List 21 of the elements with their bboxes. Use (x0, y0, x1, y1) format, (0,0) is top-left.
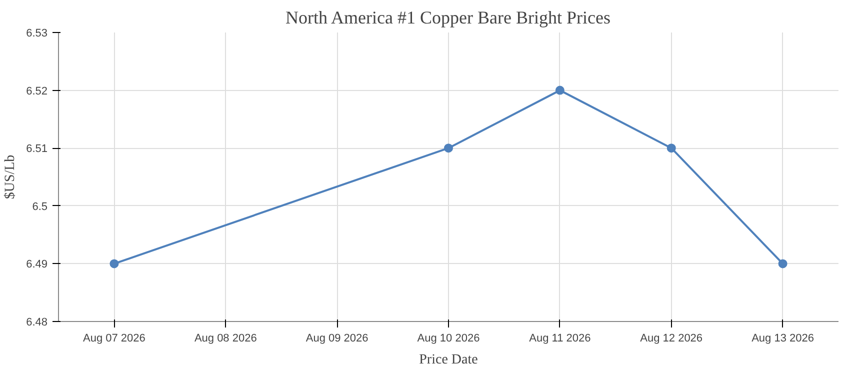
y-axis-title: $US/Lb (3, 154, 18, 200)
chart-title: North America #1 Copper Bare Bright Prices (286, 8, 610, 28)
x-axis-title: Price Date (419, 352, 478, 368)
point (666, 144, 676, 153)
x-tick-label: Aug 08 2026 (194, 332, 257, 344)
x-tick-label: Aug 10 2026 (417, 332, 480, 344)
point (444, 144, 453, 153)
y-tick-label: 6.51 (26, 143, 48, 156)
y-tick-label: 6.5 (32, 200, 48, 213)
x-tick-label: Aug 11 2026 (529, 332, 591, 344)
y-tick-label: 6.48 (26, 316, 48, 328)
y-tick-label: 6.53 (26, 28, 48, 40)
y-tick-label: 6.49 (26, 258, 48, 271)
point (555, 86, 564, 95)
point (110, 259, 119, 268)
x-tick-label: Aug 12 2026 (640, 332, 703, 344)
y-tick-label: 6.52 (26, 85, 48, 98)
x-tick-label: Aug 07 2026 (83, 332, 146, 344)
x-tick-label: Aug 13 2026 (752, 332, 814, 344)
point (778, 259, 788, 268)
x-tick-label: Aug 09 2026 (306, 332, 368, 344)
